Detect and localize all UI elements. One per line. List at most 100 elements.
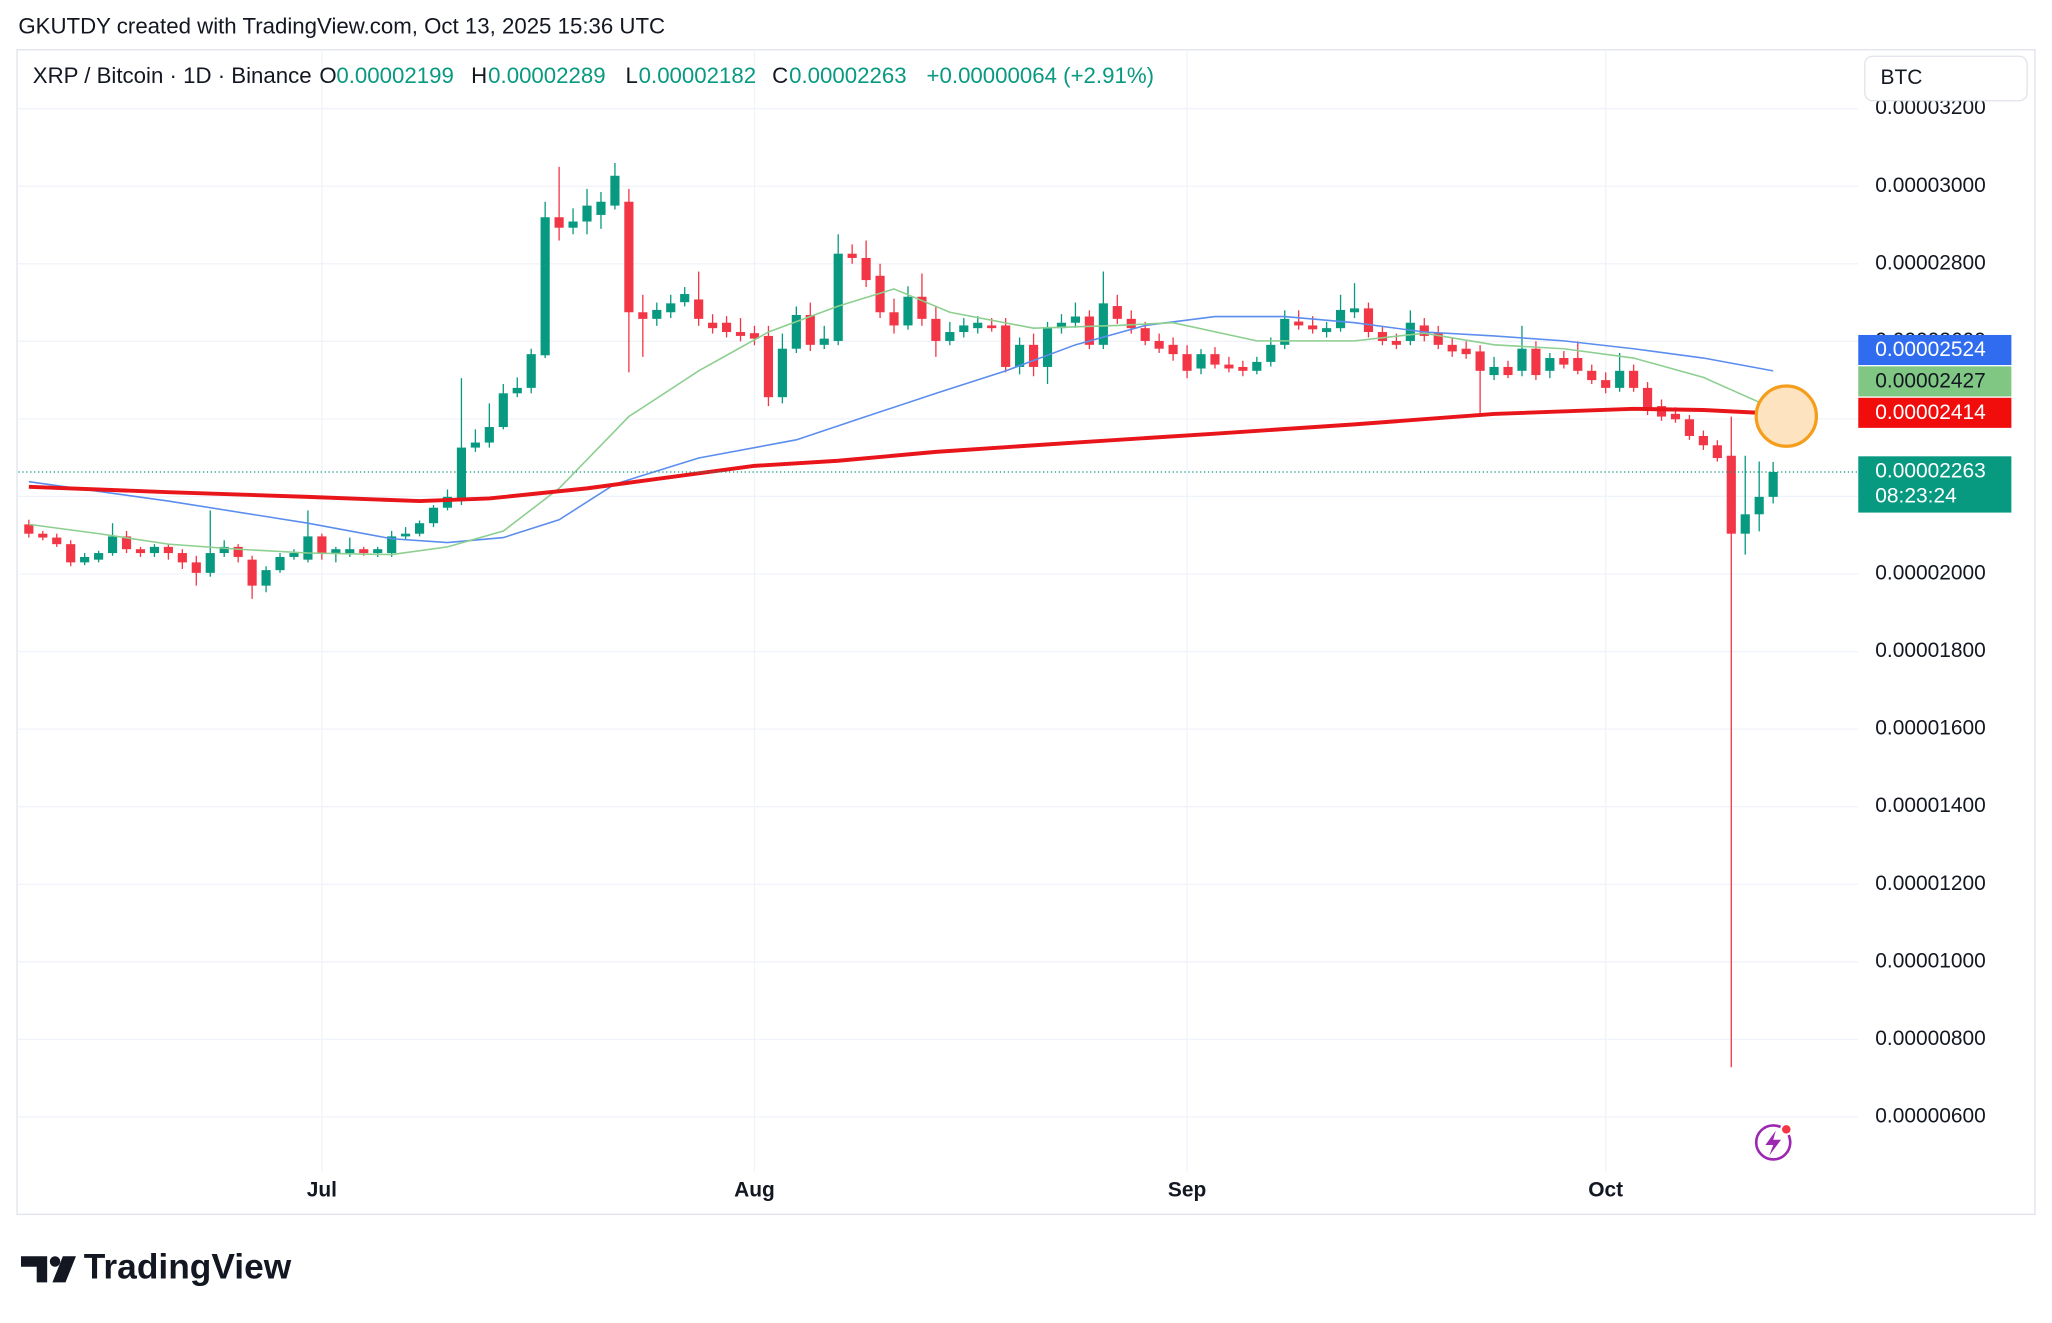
candle-body bbox=[1266, 344, 1276, 362]
candle-body bbox=[1308, 325, 1318, 330]
candle-body bbox=[945, 332, 955, 341]
y-tick-label: 0.00003000 bbox=[1875, 174, 1986, 197]
candle-body bbox=[66, 544, 76, 563]
candle-body bbox=[387, 536, 397, 554]
ohlc-value: 0.00002199 bbox=[336, 63, 453, 88]
y-tick-label: 0.00002000 bbox=[1875, 562, 1986, 585]
candle-body bbox=[1335, 309, 1346, 329]
candle-body bbox=[1238, 366, 1248, 371]
icon-dot bbox=[1780, 1123, 1793, 1136]
y-tick-label: 0.00000800 bbox=[1875, 1027, 1986, 1050]
candle-body bbox=[1405, 322, 1415, 341]
candle-body bbox=[191, 562, 201, 573]
logo-mark bbox=[49, 1256, 61, 1267]
ohlc-value: 0.00002263 bbox=[789, 63, 906, 88]
candle-body bbox=[428, 507, 439, 524]
candle-body bbox=[973, 322, 983, 329]
candle-body bbox=[1754, 496, 1764, 515]
candle-body bbox=[1656, 406, 1667, 417]
candle-body bbox=[1601, 380, 1611, 388]
price-value: 0.00002263 bbox=[1875, 460, 1986, 483]
candle-body bbox=[442, 496, 453, 508]
candle-body bbox=[1712, 445, 1722, 459]
candle-body bbox=[721, 322, 732, 333]
ohlc-value: 0.00002182 bbox=[639, 63, 756, 88]
candle-body bbox=[526, 354, 536, 388]
icon-bolt bbox=[1765, 1130, 1782, 1156]
candle-body bbox=[805, 314, 815, 345]
candle-body bbox=[303, 536, 313, 560]
candle-body bbox=[582, 205, 592, 222]
price-axis: 0.00000600 0.00000800 0.00001000 0.00001200… bbox=[307, 96, 2012, 1201]
candle-body bbox=[1545, 358, 1555, 371]
candle-body bbox=[484, 427, 494, 443]
candle-body bbox=[652, 309, 662, 319]
candle-body bbox=[1126, 318, 1136, 329]
candle-body bbox=[694, 299, 704, 319]
candle-body bbox=[666, 303, 676, 313]
candle-body bbox=[987, 325, 997, 329]
candle-body bbox=[107, 536, 118, 554]
candle-body bbox=[1154, 340, 1164, 349]
candle-body bbox=[1419, 325, 1429, 336]
logo[interactable]: TradingView bbox=[20, 1248, 292, 1287]
candle-body bbox=[1294, 321, 1304, 326]
candle-body bbox=[610, 175, 620, 206]
candle-body bbox=[331, 549, 341, 554]
candle-body bbox=[1447, 344, 1457, 352]
candle-body bbox=[847, 253, 857, 258]
ma-line bbox=[28, 315, 1774, 544]
candle-body bbox=[1015, 344, 1025, 367]
price-badge bbox=[1858, 456, 2012, 513]
candle-body bbox=[38, 533, 48, 538]
x-tick-label: Sep bbox=[1168, 1178, 1206, 1201]
candle-body bbox=[275, 556, 285, 571]
candle-body bbox=[1573, 358, 1583, 371]
alert-icon[interactable] bbox=[1754, 1123, 1793, 1161]
candle-body bbox=[401, 533, 411, 537]
candle-body bbox=[777, 348, 787, 398]
candle-body bbox=[80, 556, 90, 563]
candle-body bbox=[94, 553, 104, 560]
currency[interactable]: BTC bbox=[1881, 66, 1923, 89]
candle-body bbox=[1056, 322, 1067, 329]
candle-body bbox=[1461, 348, 1471, 355]
candle-body bbox=[763, 335, 774, 398]
candle-body bbox=[52, 537, 62, 545]
change: +0.00000064 (+2.91%) bbox=[927, 63, 1154, 88]
x-tick-label: Oct bbox=[1588, 1178, 1623, 1201]
candle-body bbox=[1587, 370, 1597, 381]
candle-body bbox=[498, 393, 508, 428]
currency-button[interactable] bbox=[1864, 55, 2028, 102]
candle-body bbox=[708, 322, 718, 329]
logo-mark bbox=[52, 1256, 76, 1283]
candle-body bbox=[1210, 354, 1220, 365]
candle-body bbox=[1642, 387, 1653, 410]
y-tick-label: 0.00001200 bbox=[1875, 872, 1986, 895]
candle-body bbox=[1070, 316, 1081, 323]
y-tick-label: 0.00003200 bbox=[1875, 96, 1986, 119]
candle-body bbox=[1740, 514, 1750, 534]
candle-body bbox=[819, 338, 829, 345]
candle-body bbox=[1377, 332, 1388, 341]
candle-body bbox=[1684, 419, 1695, 436]
candle-body bbox=[359, 549, 369, 554]
candle-body bbox=[373, 549, 383, 554]
ohlc-letter: C bbox=[772, 63, 788, 88]
series-badge bbox=[1858, 334, 2012, 366]
candle-body bbox=[749, 333, 760, 339]
candle-body bbox=[1042, 328, 1053, 367]
candle-body bbox=[1391, 340, 1401, 345]
candle-body bbox=[1517, 348, 1527, 371]
series-value: 0.00002427 bbox=[1875, 370, 1986, 393]
candle-body bbox=[1768, 472, 1778, 497]
candle-body bbox=[1489, 366, 1499, 376]
candle-body bbox=[1028, 344, 1039, 367]
candle-body bbox=[624, 201, 634, 313]
candle-body bbox=[1349, 308, 1360, 313]
candle-body bbox=[1196, 354, 1206, 369]
candle-body bbox=[931, 318, 941, 341]
candle-body bbox=[24, 524, 34, 534]
candle-body bbox=[163, 546, 173, 554]
